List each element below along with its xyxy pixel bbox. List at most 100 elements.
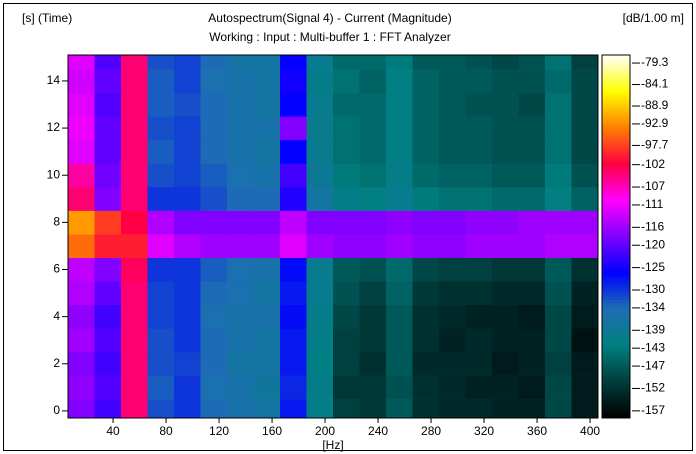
colorbar-segment: [602, 145, 630, 150]
heat-cell: [94, 352, 122, 376]
heat-cell: [492, 69, 519, 94]
heat-cell: [465, 352, 493, 376]
heat-cell: [94, 399, 122, 419]
colorbar-segment: [602, 194, 630, 198]
heat-cell: [465, 304, 493, 329]
colorbar-segment: [602, 348, 630, 352]
heat-cell: [147, 281, 175, 306]
heat-cell: [359, 234, 387, 259]
heat-cell: [545, 116, 572, 141]
heat-cell: [359, 328, 387, 353]
heat-cell: [359, 187, 387, 211]
colorbar-segment: [602, 260, 630, 265]
heat-cell: [333, 375, 360, 400]
heat-cell: [94, 234, 122, 259]
heat-cell: [200, 257, 228, 282]
heat-cell: [545, 234, 572, 259]
heat-cell: [253, 92, 281, 117]
heat-cell: [306, 375, 334, 400]
colorbar-tick-label: -88.9: [641, 98, 669, 112]
heat-cell: [545, 352, 572, 376]
heat-cell: [571, 281, 599, 306]
heat-cell: [253, 210, 281, 235]
colorbar-segment: [602, 112, 630, 116]
heat-cell: [174, 116, 201, 141]
heat-cell: [253, 399, 281, 419]
colorbar-segment: [602, 269, 630, 274]
heat-cell: [333, 234, 360, 259]
heat-cell: [545, 92, 572, 117]
colorbar-segment: [602, 318, 630, 322]
colorbar-segment: [602, 363, 630, 368]
heat-cell: [280, 328, 307, 353]
colorbar-segment: [602, 300, 630, 304]
colorbar-segment: [602, 396, 630, 401]
x-tick-label: 280: [421, 424, 441, 438]
heat-cell: [571, 69, 599, 94]
heat-cell: [518, 375, 546, 400]
heat-cell: [359, 375, 387, 400]
colorbar-segment: [602, 203, 630, 207]
heat-cell: [545, 304, 572, 329]
colorbar-segment: [602, 236, 630, 241]
heat-cell: [147, 399, 175, 419]
heat-cell: [571, 257, 599, 282]
colorbar-segment: [602, 230, 630, 234]
heat-cell: [439, 92, 466, 117]
plot-border: [67, 54, 599, 419]
heat-cell: [253, 163, 281, 188]
colorbar-segment: [602, 197, 630, 201]
colorbar-tick-label: -139: [641, 322, 665, 336]
heat-cell: [545, 281, 572, 306]
colorbar-segment: [602, 130, 630, 135]
heat-cell: [121, 328, 148, 353]
heat-cell: [571, 210, 599, 235]
colorbar-tick-label: -125: [641, 260, 665, 274]
heat-cell: [359, 116, 387, 141]
colorbar-segment: [602, 100, 630, 104]
heat-cell: [227, 92, 254, 117]
heat-cell: [147, 163, 175, 188]
heat-cell: [280, 257, 307, 282]
y-tick-label: 4: [53, 309, 60, 323]
heat-cell: [386, 328, 413, 353]
colorbar-tick-label: -111: [641, 197, 664, 211]
heat-cell: [492, 116, 519, 141]
colorbar-segment: [602, 414, 630, 419]
heat-cell: [147, 210, 175, 235]
heat-cell: [412, 281, 440, 306]
heat-cell: [280, 281, 307, 306]
heat-cell: [386, 234, 413, 259]
heat-cell: [412, 69, 440, 94]
colorbar-segment: [602, 297, 630, 301]
heat-cell: [68, 257, 95, 282]
colorbar-segment: [602, 351, 630, 355]
heat-cell: [465, 257, 493, 282]
heat-cell: [306, 234, 334, 259]
heat-cell: [174, 92, 201, 117]
heat-cell: [94, 187, 122, 211]
heat-cell: [465, 328, 493, 353]
heat-cell: [465, 210, 493, 235]
colorbar-segment: [602, 76, 630, 80]
heat-cell: [333, 187, 360, 211]
heat-cell: [545, 139, 572, 164]
heat-cell: [94, 281, 122, 306]
heat-cell: [121, 187, 148, 211]
heat-cell: [227, 210, 254, 235]
heat-cell: [147, 257, 175, 282]
colorbar-segment: [602, 387, 630, 392]
heat-cell: [280, 139, 307, 164]
heat-cell: [492, 92, 519, 117]
heat-cell: [306, 69, 334, 94]
heat-cell: [412, 187, 440, 211]
heat-cell: [227, 69, 254, 94]
colorbar-segment: [602, 402, 630, 407]
heat-cell: [492, 352, 519, 376]
heat-cell: [412, 304, 440, 329]
colorbar-segment: [602, 272, 630, 277]
heat-cell: [492, 257, 519, 282]
heat-cell: [545, 257, 572, 282]
heat-cell: [386, 187, 413, 211]
heat-cell: [94, 163, 122, 188]
